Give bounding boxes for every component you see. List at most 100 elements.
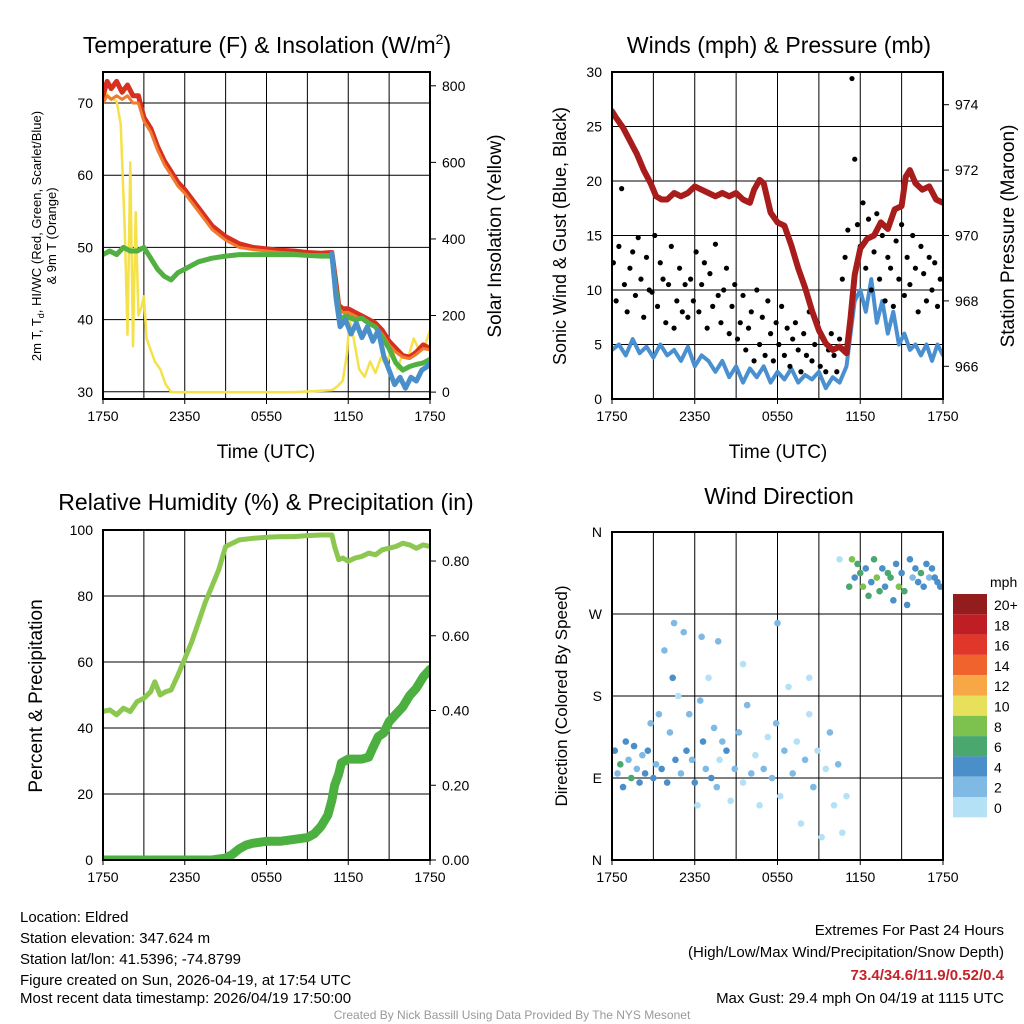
wind-direction-point <box>914 578 922 586</box>
wind-direction-point <box>677 770 685 777</box>
elevation-text: Station elevation: 347.624 m <box>20 930 210 947</box>
wind-direction-point <box>906 556 914 563</box>
gust-point <box>912 265 919 271</box>
x-tick-label: 1750 <box>596 408 627 424</box>
wind-direction-point <box>814 747 821 754</box>
gust-point <box>901 292 907 299</box>
wind-direction-point <box>810 783 817 791</box>
wind-direction-point <box>658 765 665 773</box>
wind-direction-point <box>785 683 792 691</box>
wind-direction-point <box>702 765 710 773</box>
plot-area <box>612 556 943 841</box>
gust-point <box>918 243 924 249</box>
dew-point-line <box>103 244 430 373</box>
gust-point <box>893 238 899 244</box>
wind-direction-point <box>836 556 843 563</box>
wind-direction-point <box>670 619 678 627</box>
wind-direction-point <box>622 738 630 745</box>
gust-point <box>652 232 658 239</box>
wind-direction-point <box>696 697 704 704</box>
y2-tick-label: 0.80 <box>442 553 469 569</box>
wind-direction-point <box>663 779 671 786</box>
gust-point <box>795 347 801 353</box>
wind-direction-point <box>713 783 721 791</box>
wind-direction-point <box>901 587 908 595</box>
gust-point <box>641 314 647 320</box>
max-gust-text: Max Gust: 29.4 mph On 04/19 at 1115 UTC <box>716 990 1004 1007</box>
wind-direction-point <box>854 560 861 568</box>
gust-point <box>624 309 630 315</box>
gust-point <box>743 347 749 353</box>
pressure-y2-label: Station Pressure (Maroon) <box>998 125 1019 348</box>
gust-point <box>737 320 743 326</box>
gust-point <box>828 331 834 337</box>
x-tick-label: 1750 <box>596 869 627 885</box>
wind-direction-point <box>781 747 788 754</box>
y-tick-label: 30 <box>77 384 93 400</box>
gust-point <box>773 320 779 326</box>
gust-point <box>860 200 866 206</box>
gust-point <box>831 352 837 358</box>
wind-direction-point <box>616 761 624 768</box>
gust-point <box>712 241 719 247</box>
wind-direction-point <box>694 802 701 809</box>
gust-point <box>679 309 685 315</box>
solar-y2-label: Solar Insolation (Yellow) <box>485 134 506 337</box>
gust-point <box>693 249 699 255</box>
y-tick-label: S <box>593 688 602 704</box>
wind-direction-point <box>752 751 759 759</box>
gust-point <box>674 298 680 304</box>
gust-point <box>756 341 763 348</box>
gust-point <box>781 352 787 358</box>
plot-area <box>612 75 943 391</box>
wind-direction-point <box>839 829 846 836</box>
gust-point <box>707 271 713 277</box>
wind-direction-point <box>716 756 723 764</box>
wind-direction-point <box>776 792 784 800</box>
wind-direction-point <box>822 765 830 773</box>
wind-direction-point <box>801 756 809 764</box>
x-tick-label: 0550 <box>762 408 793 424</box>
winds-x-label: Time (UTC) <box>729 442 828 463</box>
wind-direction-point <box>879 565 886 572</box>
gust-point <box>660 276 666 282</box>
y-tick-label: 80 <box>77 588 93 604</box>
gust-point <box>643 254 650 260</box>
wind-direction-point <box>873 574 881 581</box>
wind-direction-point <box>723 747 730 754</box>
gust-point <box>751 358 757 364</box>
gust-point <box>887 265 894 271</box>
temperature-panel-title: Temperature (F) & Insolation (W/m2) <box>83 31 451 58</box>
wind-direction-point <box>917 569 925 577</box>
gust-point <box>929 287 935 293</box>
y2-tick-label: 0.20 <box>442 777 469 793</box>
y-tick-label: 20 <box>586 173 602 189</box>
gust-point <box>865 216 872 222</box>
wind-direction-point <box>876 587 883 595</box>
sonic-wind-line <box>612 277 943 391</box>
humidity-panel-title: Relative Humidity (%) & Precipitation (i… <box>58 489 473 515</box>
wind-direction-point <box>614 770 621 777</box>
x-tick-label: 0550 <box>251 869 282 885</box>
x-tick-label: 1150 <box>333 869 363 885</box>
wind-direction-point <box>652 761 660 768</box>
wind-direction-point <box>739 779 747 786</box>
wind-direction-point <box>743 701 751 709</box>
gust-point <box>701 260 708 266</box>
y-tick-label: 5 <box>594 337 602 353</box>
legend-label: 20+ <box>994 597 1018 613</box>
y2-tick-label: 968 <box>955 293 979 309</box>
gust-point <box>759 314 765 320</box>
y-tick-label: 20 <box>77 786 93 802</box>
plot-frame <box>611 71 944 400</box>
wind-direction-point <box>892 560 900 568</box>
gust-point <box>715 292 721 299</box>
wind-direction-point <box>727 797 734 805</box>
x-tick-label: 1750 <box>87 869 118 885</box>
legend-swatch <box>953 675 987 696</box>
wind-direction-point <box>756 802 763 809</box>
gust-point <box>654 303 661 309</box>
x-tick-label: 1150 <box>845 869 875 885</box>
gust-point <box>812 341 818 348</box>
gust-point <box>682 281 688 288</box>
